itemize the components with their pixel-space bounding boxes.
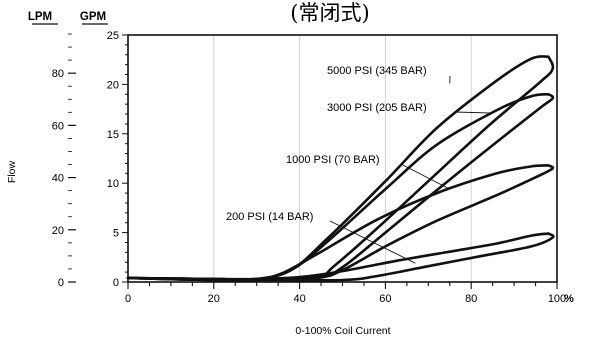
- gpm-unit-label: GPM: [80, 11, 106, 23]
- lpm-tick-label-60: 60: [52, 120, 64, 132]
- gpm-tick-label-0: 0: [113, 277, 119, 289]
- x-axis-unit-label: %: [564, 293, 574, 305]
- x-tick-label-60: 60: [379, 293, 391, 305]
- series-1-falling-curve: [126, 55, 555, 282]
- x-tick-label-20: 20: [208, 293, 220, 305]
- gpm-tick-label-5: 5: [113, 228, 119, 240]
- series-1-label: 5000 PSI (345 BAR): [327, 65, 427, 77]
- lpm-tick-label-40: 40: [52, 173, 64, 185]
- y-axis-title: Flow: [6, 160, 18, 183]
- lpm-tick-label-0: 0: [58, 277, 64, 289]
- x-tick-label-100: 100: [548, 293, 566, 305]
- lpm-unit-label: LPM: [28, 11, 52, 23]
- x-tick-label-40: 40: [293, 293, 305, 305]
- vertical-gridlines: [213, 35, 472, 282]
- series-2-falling-curve: [126, 93, 555, 282]
- lpm-tick-label-80: 80: [52, 68, 64, 80]
- lpm-tick-label-20: 20: [52, 225, 64, 237]
- lpm-axis-ticks: 0 20 40 60 80: [52, 33, 76, 289]
- x-tick-label-0: 0: [125, 293, 131, 305]
- series-2-rising-curve: [126, 93, 550, 282]
- series-4-falling-curve: [126, 232, 555, 282]
- gpm-tick-label-20: 20: [107, 79, 119, 91]
- x-tick-label-80: 80: [465, 293, 477, 305]
- curves: [126, 55, 555, 282]
- series-3-falling-curve: [126, 164, 555, 282]
- gpm-tick-label-15: 15: [107, 129, 119, 141]
- series-2-label: 3000 PSI (205 BAR): [327, 102, 427, 114]
- series-4-label: 200 PSI (14 BAR): [226, 211, 313, 223]
- x-axis-title: 0-100% Coil Current: [295, 325, 390, 337]
- curve-labels: 5000 PSI (345 BAR) 3000 PSI (205 BAR) 1000…: [226, 65, 493, 264]
- series-4-leader-line: [329, 220, 416, 264]
- gpm-axis-ticks: 0 5 10 15 20 25: [107, 30, 128, 289]
- series-2-leader-line: [454, 111, 493, 114]
- gpm-tick-label-10: 10: [107, 178, 119, 190]
- series-3-label: 1000 PSI (70 BAR): [286, 154, 380, 166]
- x-axis-ticks: 0 20 40 60 80 100: [125, 282, 566, 305]
- gpm-tick-label-25: 25: [107, 30, 119, 42]
- series-3-leader-line: [400, 163, 450, 190]
- chart-title: (常闭式): [290, 1, 369, 25]
